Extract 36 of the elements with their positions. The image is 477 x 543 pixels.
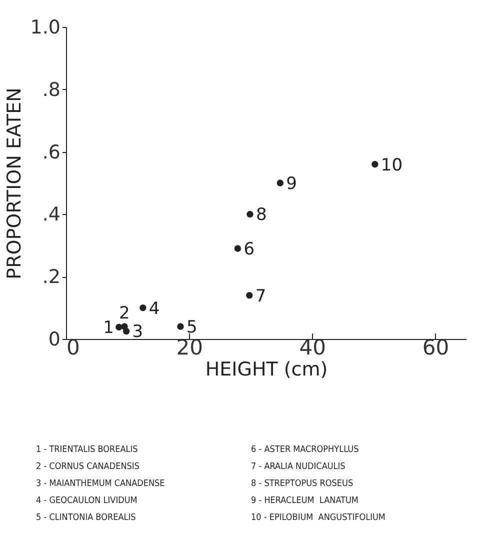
text: 9 - HERACLEUM LANATUM [251,496,360,508]
text: 2 - CORNUS CANADENSIS [36,462,140,474]
annotation: 3 [132,322,144,342]
text: 6 - ASTER MACROPHYLLUS [251,445,360,457]
annotation: 7 [255,286,266,306]
text: 1 - TRIENTALIS BOREALIS [36,445,139,457]
point [246,292,253,299]
text: 4 - GEOCAULON LIVIDUM [36,496,138,508]
point [276,180,284,186]
annotation: 8 [256,205,267,226]
text: 10 - EPILOBIUM ANGUSTIFOLIUM [251,513,386,525]
y-tick-label: .8 [42,78,60,101]
point [177,323,184,330]
y-tick-label: 1.0 [30,16,60,38]
point [140,304,146,312]
annotation: 5 [186,318,198,338]
point [246,210,254,218]
annotation: 6 [244,240,255,260]
text: 3 - MAIANTHEMUM CANADENSE [36,479,166,491]
point [122,328,130,335]
x-axis-title: HEIGHT (cm) [205,358,328,380]
text: 7 - ARALIA NUDICAULIS [251,462,346,474]
x-tick-label: 40 [299,336,326,360]
text: 5 - CLINTONIA BOREALIS [36,513,137,525]
y-tick-label: .4 [42,204,60,226]
annotation: 10 [380,155,403,176]
y-tick-label: .6 [42,141,60,164]
y-axis-title: PROPORTION EATEN [3,88,26,280]
point [372,160,378,168]
text: 8 - STREPTOPUS ROSEUS [251,479,354,491]
annotation: 2 [119,304,130,324]
annotation: 1 [103,318,114,338]
annotation: 9 [286,174,297,194]
annotation: 4 [148,298,160,319]
point [234,245,242,252]
y-tick-label: .2 [42,266,60,288]
